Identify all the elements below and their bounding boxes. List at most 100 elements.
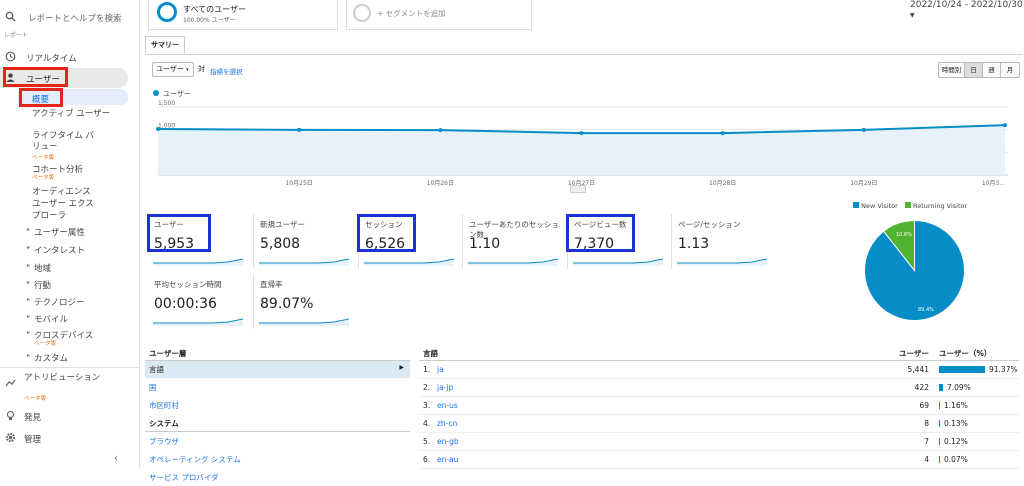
dimension-item-city[interactable]: 市区町村: [149, 401, 179, 410]
row-language-link[interactable]: en-us: [437, 401, 458, 410]
sidebar-divider: [0, 367, 139, 368]
row-users: 69: [919, 401, 929, 410]
row-pct-bar: [939, 420, 940, 427]
add-segment-circle-icon: [353, 4, 371, 22]
table-row: 6. en-au 4 0.07%: [419, 451, 1019, 469]
annotation-sessions-metric-box: [357, 214, 416, 252]
metric-sparkline: [153, 318, 243, 326]
legend-new-visitor-swatch: [853, 202, 859, 208]
sidebar-item-users[interactable]: ユーザー: [0, 71, 139, 85]
pie-slice-returning-visitor: [882, 219, 915, 272]
pie-label-returning: 10.6%: [896, 232, 912, 238]
row-pct: 1.16%: [944, 401, 968, 410]
row-pct-bar: [939, 384, 943, 391]
metric-tile[interactable]: 平均セッション時間 00:00:36: [148, 274, 248, 329]
metric-tile[interactable]: ユーザーあたりのセッション数 1.10: [462, 214, 562, 269]
data-point[interactable]: [1003, 123, 1007, 128]
overview-highlight: [18, 89, 128, 105]
select-metric-link[interactable]: 指標を選択: [210, 68, 243, 76]
language-table: 言語 ユーザー ユーザー（%） 1. ja 5,441 91.37% 2. ja-jp 42…: [419, 344, 1019, 469]
data-point[interactable]: [861, 127, 866, 132]
dimension-table: ユーザー層 言語 ▶ 国 市区町村 システム ブラウザ オペレーティング システム…: [145, 344, 410, 486]
data-point[interactable]: [156, 126, 160, 131]
time-granularity-group: 時間別 日 週 月: [938, 62, 1020, 78]
tab-summary[interactable]: サマリー: [145, 36, 185, 54]
data-point[interactable]: [438, 128, 443, 133]
metric-tile[interactable]: ページ/セッション 1.13: [671, 214, 771, 269]
date-range-picker[interactable]: 2022/10/24 - 2022/10/30 ▼: [910, 0, 1023, 19]
sidebar-item-audiences[interactable]: オーディエンス: [32, 187, 91, 197]
cohort-beta-badge: ベータ版: [32, 175, 55, 181]
segment-all-users[interactable]: すべてのユーザー 100.00% ユーザー: [148, 0, 338, 30]
legend-label: ユーザー: [163, 90, 191, 98]
tab-underline: [145, 54, 1023, 55]
sidebar-item-admin[interactable]: 管理: [0, 431, 139, 445]
attribution-icon: [5, 378, 16, 389]
table-row: 5. en-gb 7 0.12%: [419, 433, 1019, 451]
row-language-link[interactable]: en-au: [437, 455, 459, 464]
row-language-link[interactable]: ja-jp: [437, 383, 454, 392]
search-input[interactable]: レポートとヘルプを検索: [28, 14, 122, 24]
search-icon: [5, 11, 16, 22]
data-point[interactable]: [720, 131, 725, 136]
sidebar-item-discover[interactable]: 発見: [0, 409, 139, 423]
row-pct-bar: [939, 456, 940, 463]
legend-returning-visitor-swatch: [904, 202, 911, 208]
metric-tile[interactable]: ユーザー 5,953: [148, 214, 248, 269]
dimension-item-browser[interactable]: ブラウザ: [149, 437, 179, 446]
data-point[interactable]: [579, 131, 584, 136]
dimension-item-country[interactable]: 国: [149, 383, 157, 392]
metric-tile[interactable]: 新規ユーザー 5,808: [253, 214, 353, 269]
sidebar-item-user-explorer[interactable]: ユーザー エクスプローラ: [32, 199, 94, 221]
row-language-link[interactable]: zh-cn: [437, 419, 458, 428]
metric-sparkline: [153, 258, 243, 266]
weekly-button[interactable]: 週: [983, 63, 1001, 77]
row-language-link[interactable]: en-gb: [437, 437, 459, 446]
metric-value: 5,808: [260, 236, 301, 252]
metric-value: 5,953: [154, 236, 195, 252]
gear-icon: [5, 432, 16, 443]
daily-button[interactable]: 日: [965, 63, 983, 77]
sidebar-item-attribution[interactable]: アトリビューション: [0, 373, 139, 397]
dimension-item-os[interactable]: オペレーティング システム: [149, 455, 241, 464]
lifetime-beta-badge: ベータ版: [32, 155, 55, 161]
metric-tile[interactable]: セッション 6,526: [358, 214, 458, 269]
search-row[interactable]: レポートとヘルプを検索: [0, 8, 139, 24]
sidebar-item-realtime[interactable]: リアルタイム: [0, 50, 139, 64]
row-index: 4.: [423, 419, 431, 428]
monthly-button[interactable]: 月: [1006, 66, 1014, 74]
row-pct-bar: [939, 402, 940, 409]
metric-tile[interactable]: 直帰率 89.07%: [253, 274, 353, 329]
metric-label: 直帰率: [260, 280, 283, 289]
dimension-item-provider[interactable]: サービス プロバイダ: [149, 473, 219, 482]
dimension-item-language[interactable]: 言語 ▶: [145, 361, 410, 378]
metric-value: 1.10: [469, 236, 501, 252]
x-tick-label: 10月26日: [427, 180, 454, 187]
row-language-link[interactable]: ja: [437, 365, 444, 374]
metric-label: ユーザーあたりのセッション数: [469, 220, 559, 239]
section-label: レポート: [4, 32, 29, 39]
data-point[interactable]: [297, 127, 302, 132]
sidebar-item-lifetime-value[interactable]: ライフタイム バリュー: [32, 131, 95, 152]
row-users: 4: [924, 455, 929, 464]
person-icon: [5, 72, 16, 83]
annotation-users-box: [3, 67, 68, 87]
metric-label: ページビュー数: [574, 220, 627, 229]
clock-icon: [5, 51, 16, 62]
chart-scroll-handle[interactable]: [570, 185, 586, 193]
dropdown-arrow-icon: ▾: [186, 67, 189, 73]
legend-dot: [153, 90, 159, 96]
row-pct: 0.12%: [944, 437, 968, 446]
metric-dropdown[interactable]: ユーザー ▾: [152, 62, 194, 77]
add-segment-button[interactable]: + セグメントを追加: [346, 0, 532, 30]
hourly-button[interactable]: 時間別: [939, 63, 965, 77]
metric-sparkline: [259, 318, 349, 326]
row-index: 1.: [423, 365, 431, 374]
attribution-beta-badge: ベータ版: [24, 396, 47, 402]
metric-value: 89.07%: [260, 296, 314, 312]
collapse-chevron-icon[interactable]: ‹: [114, 453, 118, 464]
sidebar-item-cohort[interactable]: コホート分析: [32, 165, 84, 175]
sidebar-item-active-users[interactable]: アクティブ ユーザー: [32, 109, 111, 119]
metric-sparkline: [364, 258, 454, 266]
